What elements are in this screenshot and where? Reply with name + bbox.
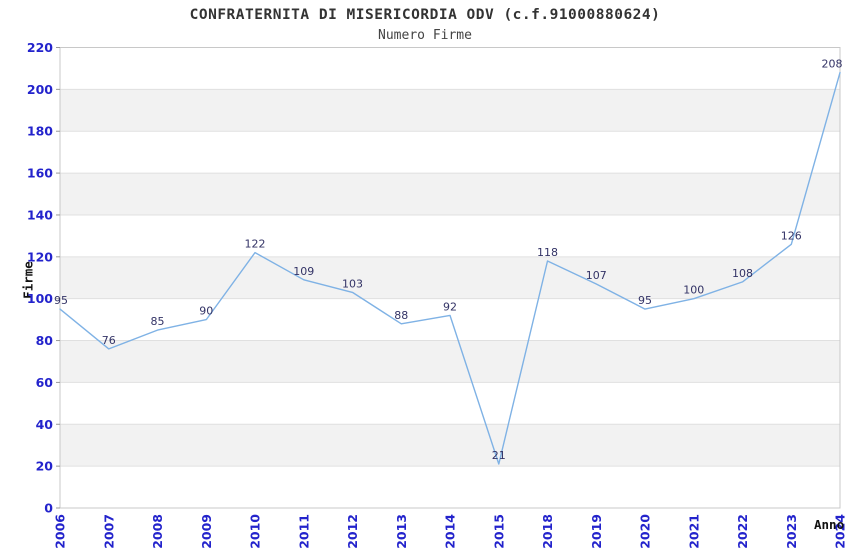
y-tick-label: 80 — [36, 333, 54, 348]
x-tick-label: 2021 — [686, 514, 701, 549]
x-tick-label: 2007 — [101, 514, 116, 549]
data-point-label: 108 — [732, 267, 753, 280]
data-point-label: 118 — [537, 246, 558, 259]
data-point-label: 107 — [586, 269, 607, 282]
plot-band — [60, 256, 840, 299]
x-tick-label: 2023 — [784, 514, 799, 549]
data-point-label: 100 — [683, 284, 704, 297]
x-axis-title: Anno — [814, 517, 845, 532]
x-tick-label: 2011 — [296, 514, 311, 549]
data-point-label: 21 — [492, 449, 506, 462]
y-tick-label: 0 — [44, 501, 53, 516]
plot-band — [60, 424, 840, 467]
x-tick-label: 2014 — [443, 514, 458, 549]
data-point-label: 122 — [245, 238, 266, 251]
y-tick-label: 40 — [36, 417, 54, 432]
x-tick-label: 2020 — [638, 514, 653, 549]
data-point-label: 109 — [293, 265, 314, 278]
y-tick-label: 120 — [27, 249, 53, 264]
y-tick-label: 200 — [27, 82, 53, 97]
data-point-label: 95 — [54, 294, 68, 307]
chart-subtitle: Numero Firme — [378, 28, 472, 43]
y-tick-label: 220 — [27, 40, 53, 55]
x-tick-label: 2008 — [150, 514, 165, 549]
x-tick-label: 2010 — [248, 514, 263, 549]
plot-band — [60, 173, 840, 215]
x-tick-label: 2019 — [589, 514, 604, 549]
y-tick-label: 100 — [27, 291, 53, 306]
x-tick-label: 2012 — [345, 514, 360, 549]
x-tick-label: 2015 — [491, 514, 506, 549]
y-tick-label: 60 — [36, 375, 54, 390]
plot-band — [60, 89, 840, 132]
plot-band — [60, 340, 840, 383]
x-tick-label: 2009 — [199, 514, 214, 549]
data-point-label: 88 — [394, 309, 408, 322]
x-tick-label: 2024 — [833, 514, 848, 549]
x-tick-label: 2022 — [735, 514, 750, 549]
data-point-label: 95 — [638, 294, 652, 307]
data-point-label: 90 — [199, 305, 213, 318]
y-tick-label: 180 — [27, 124, 53, 139]
data-point-label: 103 — [342, 277, 363, 290]
x-tick-label: 2006 — [53, 514, 68, 549]
x-tick-label: 2013 — [394, 514, 409, 549]
plot-border — [59, 47, 841, 509]
data-line — [59, 71, 841, 465]
y-tick-label: 140 — [27, 207, 53, 222]
y-tick-label: 20 — [36, 459, 54, 474]
data-point-label: 85 — [151, 315, 165, 328]
data-point-label: 208 — [822, 58, 843, 71]
x-tick-label: 2018 — [540, 514, 555, 549]
data-point-label: 76 — [102, 334, 116, 347]
chart-title: CONFRATERNITA DI MISERICORDIA ODV (c.f.9… — [189, 7, 661, 23]
data-point-label: 126 — [781, 229, 802, 242]
data-point-label: 92 — [443, 300, 457, 313]
y-tick-label: 160 — [27, 166, 53, 181]
